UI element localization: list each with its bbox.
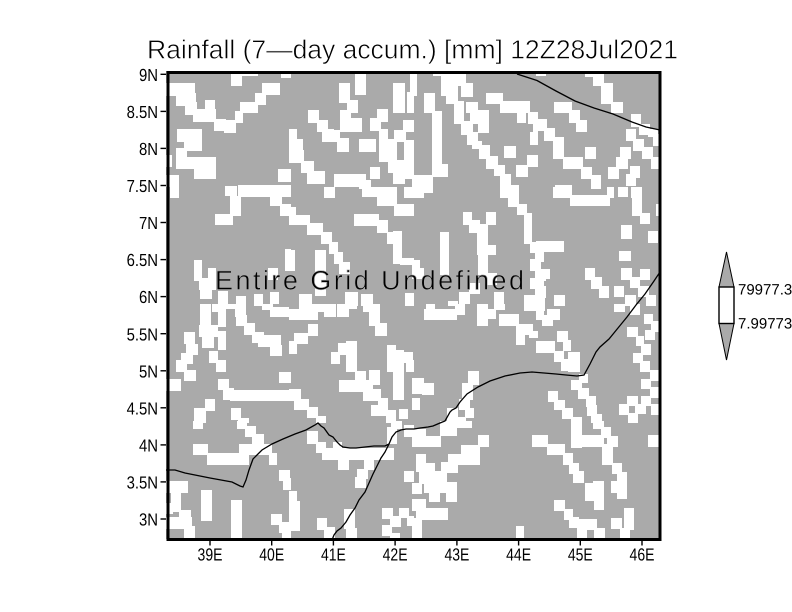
svg-text:8N: 8N	[139, 139, 158, 159]
svg-text:4.5N: 4.5N	[127, 398, 158, 418]
svg-text:3.5N: 3.5N	[127, 473, 158, 493]
svg-text:5.5N: 5.5N	[127, 324, 158, 344]
svg-text:6N: 6N	[139, 287, 158, 307]
svg-text:5N: 5N	[139, 361, 158, 381]
svg-text:42E: 42E	[383, 544, 408, 564]
svg-text:7.99773: 7.99773	[738, 316, 792, 333]
svg-text:46E: 46E	[630, 544, 655, 564]
svg-text:79977.3: 79977.3	[738, 282, 792, 299]
svg-text:4N: 4N	[139, 436, 158, 456]
svg-text:44E: 44E	[506, 544, 531, 564]
svg-text:6.5N: 6.5N	[127, 250, 158, 270]
svg-text:Rainfall (7—day accum.) [mm] 1: Rainfall (7—day accum.) [mm] 12Z28Jul202…	[147, 35, 678, 65]
svg-text:9N: 9N	[139, 65, 158, 85]
svg-text:7.5N: 7.5N	[127, 176, 158, 196]
svg-text:3N: 3N	[139, 510, 158, 530]
svg-text:7N: 7N	[139, 213, 158, 233]
svg-text:40E: 40E	[259, 544, 284, 564]
svg-text:43E: 43E	[444, 544, 469, 564]
svg-text:45E: 45E	[568, 544, 593, 564]
svg-text:8.5N: 8.5N	[127, 102, 158, 122]
svg-text:39E: 39E	[198, 544, 223, 564]
svg-text:41E: 41E	[321, 544, 346, 564]
